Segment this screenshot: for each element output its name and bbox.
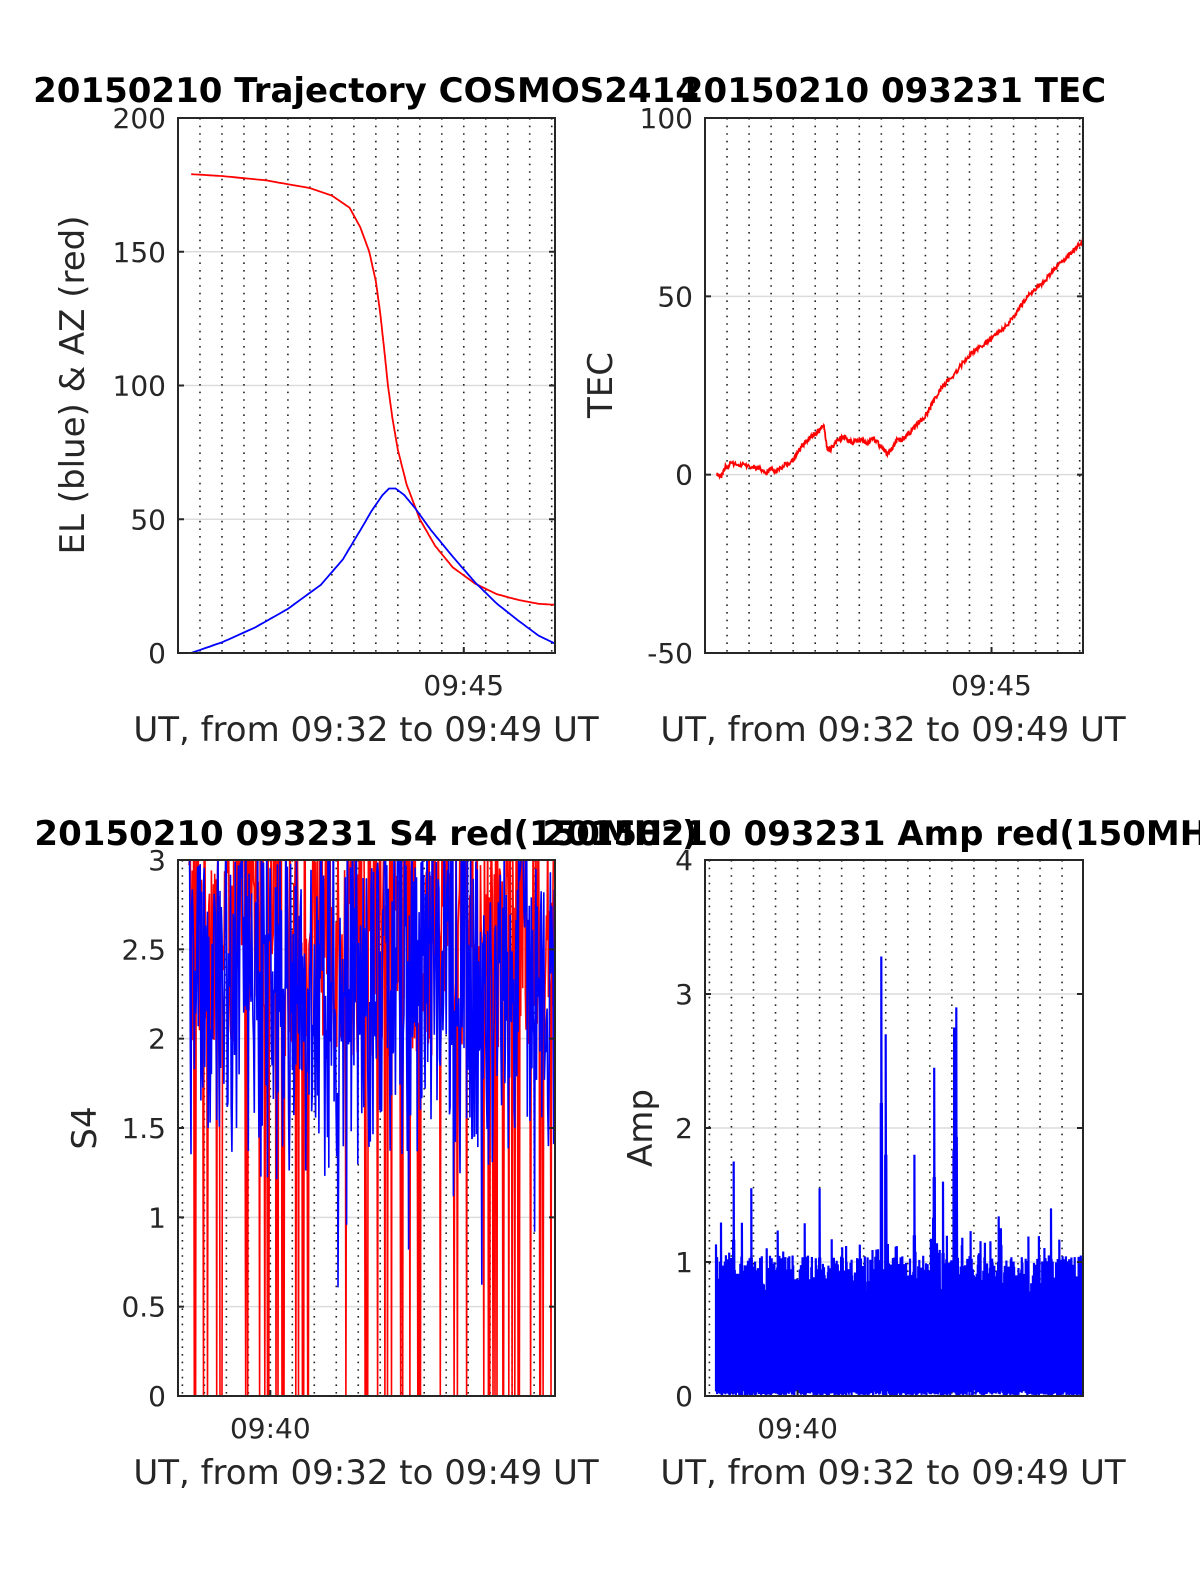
axes-box	[704, 117, 1084, 654]
y-tick-label: 150	[113, 236, 166, 269]
trajectory-title: 20150210 Trajectory COSMOS2414	[33, 71, 699, 111]
y-tick-label: 200	[113, 102, 166, 135]
s4-ylabel: S4	[65, 1106, 105, 1149]
x-tick-label: 09:40	[230, 1412, 311, 1445]
amp-ylabel: Amp	[621, 1089, 661, 1167]
y-tick-label: 1	[675, 1246, 693, 1279]
tec-plot-area: -50 0 50 100 09:45	[640, 102, 1084, 702]
amp-title: 20150210 093231 Amp red(150MHz)	[542, 814, 1200, 854]
series-line	[716, 237, 1083, 480]
trajectory-panel: 20150210 Trajectory COSMOS2414 EL (blue)…	[33, 71, 699, 750]
tec-xlabel: UT, from 09:32 to 09:49 UT	[660, 710, 1126, 750]
y-tick-label: 50	[657, 280, 693, 313]
s4-panel: 20150210 093231 S4 red(150MHz) S4 UT, fr…	[34, 814, 697, 1493]
y-tick-label: 50	[130, 503, 166, 536]
s4-title: 20150210 093231 S4 red(150MHz)	[34, 814, 697, 854]
data-layer	[716, 237, 1083, 480]
y-tick-label: 2	[675, 1112, 693, 1145]
s4-plot-area: 0 0.5 1 1.5 2 2.5 3 09:40	[121, 844, 556, 1445]
series-line	[190, 487, 555, 653]
data-layer	[714, 956, 1083, 1396]
trajectory-ylabel: EL (blue) & AZ (red)	[53, 215, 93, 554]
x-tick-label: 09:40	[757, 1412, 838, 1445]
y-tick-label: 1.5	[121, 1112, 166, 1145]
series-line	[191, 173, 555, 606]
tec-ylabel: TEC	[581, 352, 621, 419]
trajectory-plot-area: 0 50 100 150 200 09:45	[113, 102, 556, 702]
y-tick-label: 3	[675, 978, 693, 1011]
tec-panel: 20150210 093231 TEC TEC UT, from 09:32 t…	[581, 71, 1126, 750]
data-layer	[190, 173, 555, 653]
amp-xlabel: UT, from 09:32 to 09:49 UT	[660, 1453, 1126, 1493]
y-tick-label: 100	[113, 370, 166, 403]
series-line	[188, 860, 555, 1288]
amp-panel: 20150210 093231 Amp red(150MHz) Amp UT, …	[542, 814, 1200, 1493]
y-tick-label: 1	[148, 1201, 166, 1234]
y-tick-label: 2.5	[121, 933, 166, 966]
y-tick-label: 3	[148, 844, 166, 877]
y-tick-label: 0	[675, 459, 693, 492]
y-tick-label: 4	[675, 844, 693, 877]
y-tick-label: 0.5	[121, 1291, 166, 1324]
data-layer	[188, 860, 555, 1396]
trajectory-xlabel: UT, from 09:32 to 09:49 UT	[133, 710, 599, 750]
amp-plot-area: 0 1 2 3 4 09:40	[675, 844, 1084, 1445]
series-bars	[714, 956, 1083, 1396]
x-tick-label: 09:45	[423, 669, 504, 702]
y-tick-label: 0	[148, 1380, 166, 1413]
x-tick-label: 09:45	[951, 669, 1032, 702]
y-tick-label: 0	[148, 637, 166, 670]
y-tick-label: 100	[640, 102, 693, 135]
y-tick-label: 0	[675, 1380, 693, 1413]
s4-xlabel: UT, from 09:32 to 09:49 UT	[133, 1453, 599, 1493]
y-tick-label: -50	[647, 637, 693, 670]
y-tick-label: 2	[148, 1023, 166, 1056]
tec-title: 20150210 093231 TEC	[680, 71, 1106, 111]
